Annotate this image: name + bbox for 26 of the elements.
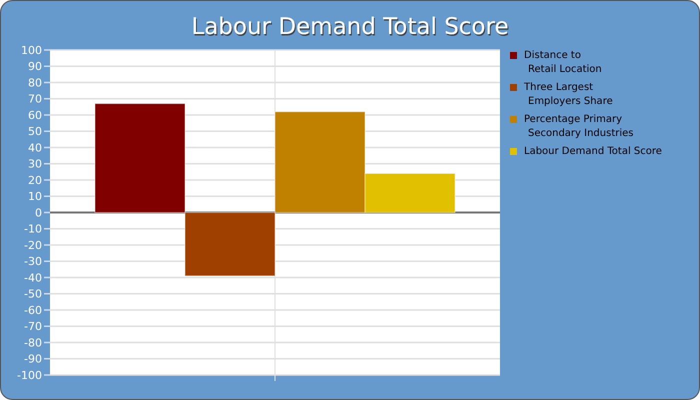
legend-label: Percentage Primary Secondary Industries <box>524 114 634 139</box>
y-tick-label: 10 <box>28 190 42 204</box>
y-tick-label: -60 <box>24 304 42 317</box>
y-tick-label: -50 <box>24 288 42 301</box>
y-tick-label: -20 <box>24 238 42 252</box>
y-tick-label: 20 <box>28 174 42 187</box>
chart-title: Labour Demand Total Score <box>191 14 509 40</box>
y-tick-label: -40 <box>24 271 42 284</box>
y-tick-label: 100 <box>21 44 42 57</box>
legend-label: Distance to Retail Location <box>524 50 602 75</box>
y-tick-label: -10 <box>24 222 42 236</box>
y-tick-label: 0 <box>35 206 42 220</box>
y-tick-label: -100 <box>17 368 42 382</box>
y-tick-label: 60 <box>28 108 42 122</box>
y-tick-label: -70 <box>24 320 42 334</box>
y-tick-label: 30 <box>28 158 42 171</box>
y-tick-label: 90 <box>28 60 42 74</box>
y-tick-label: -30 <box>24 255 42 268</box>
y-tick-label: -90 <box>24 352 42 366</box>
legend-label: Three Largest Employers Share <box>523 82 613 107</box>
y-tick-label: 50 <box>28 125 42 138</box>
y-tick-label: -80 <box>24 336 42 350</box>
legend-label: Labour Demand Total Score <box>524 146 662 157</box>
y-tick-label: 40 <box>28 141 42 154</box>
y-tick-label: 70 <box>28 92 42 106</box>
y-tick-label: 80 <box>28 76 42 90</box>
